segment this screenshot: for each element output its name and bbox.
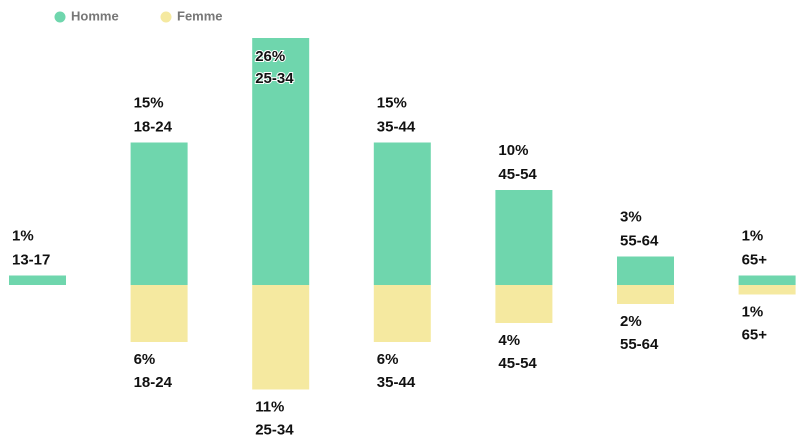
value-label: 26% xyxy=(255,48,285,65)
bar xyxy=(617,256,674,285)
value-label: 1% xyxy=(742,227,764,244)
category-label: 65+ xyxy=(742,251,768,268)
category-label: 35-44 xyxy=(377,118,416,135)
value-label: 15% xyxy=(377,94,407,111)
legend-label: Homme xyxy=(71,8,119,23)
category-label: 55-64 xyxy=(620,232,659,249)
bar xyxy=(738,275,796,285)
category-label: 18-24 xyxy=(134,118,173,135)
category-label: 45-54 xyxy=(498,166,537,183)
value-label: 1% xyxy=(742,303,764,320)
bar xyxy=(617,285,674,304)
value-label: 6% xyxy=(377,351,399,368)
legend-label: Femme xyxy=(177,8,223,23)
category-label: 35-44 xyxy=(377,374,416,391)
category-label: 45-54 xyxy=(498,355,537,372)
value-label: 4% xyxy=(498,332,520,349)
bar xyxy=(373,285,431,342)
value-label: 1% xyxy=(12,227,34,244)
category-label: 55-64 xyxy=(620,336,659,353)
bar xyxy=(495,285,553,323)
category-label: 18-24 xyxy=(134,374,173,391)
bar xyxy=(252,38,310,285)
value-label: 15% xyxy=(134,94,164,111)
value-label: 11% xyxy=(255,398,284,415)
bar xyxy=(252,285,310,390)
category-label: 25-34 xyxy=(255,70,294,87)
category-label: 65+ xyxy=(742,326,768,343)
bar xyxy=(130,285,188,342)
value-label: 3% xyxy=(620,208,642,225)
legend-swatch xyxy=(160,11,172,23)
bar xyxy=(373,142,431,285)
bar xyxy=(495,190,553,285)
bar xyxy=(9,275,66,285)
value-label: 10% xyxy=(498,142,528,159)
category-label: 25-34 xyxy=(255,421,294,438)
bar xyxy=(738,285,796,295)
value-label: 2% xyxy=(620,313,642,330)
bar xyxy=(130,142,188,285)
value-label: 6% xyxy=(134,351,156,368)
category-label: 13-17 xyxy=(12,251,50,268)
legend-swatch xyxy=(54,11,66,23)
